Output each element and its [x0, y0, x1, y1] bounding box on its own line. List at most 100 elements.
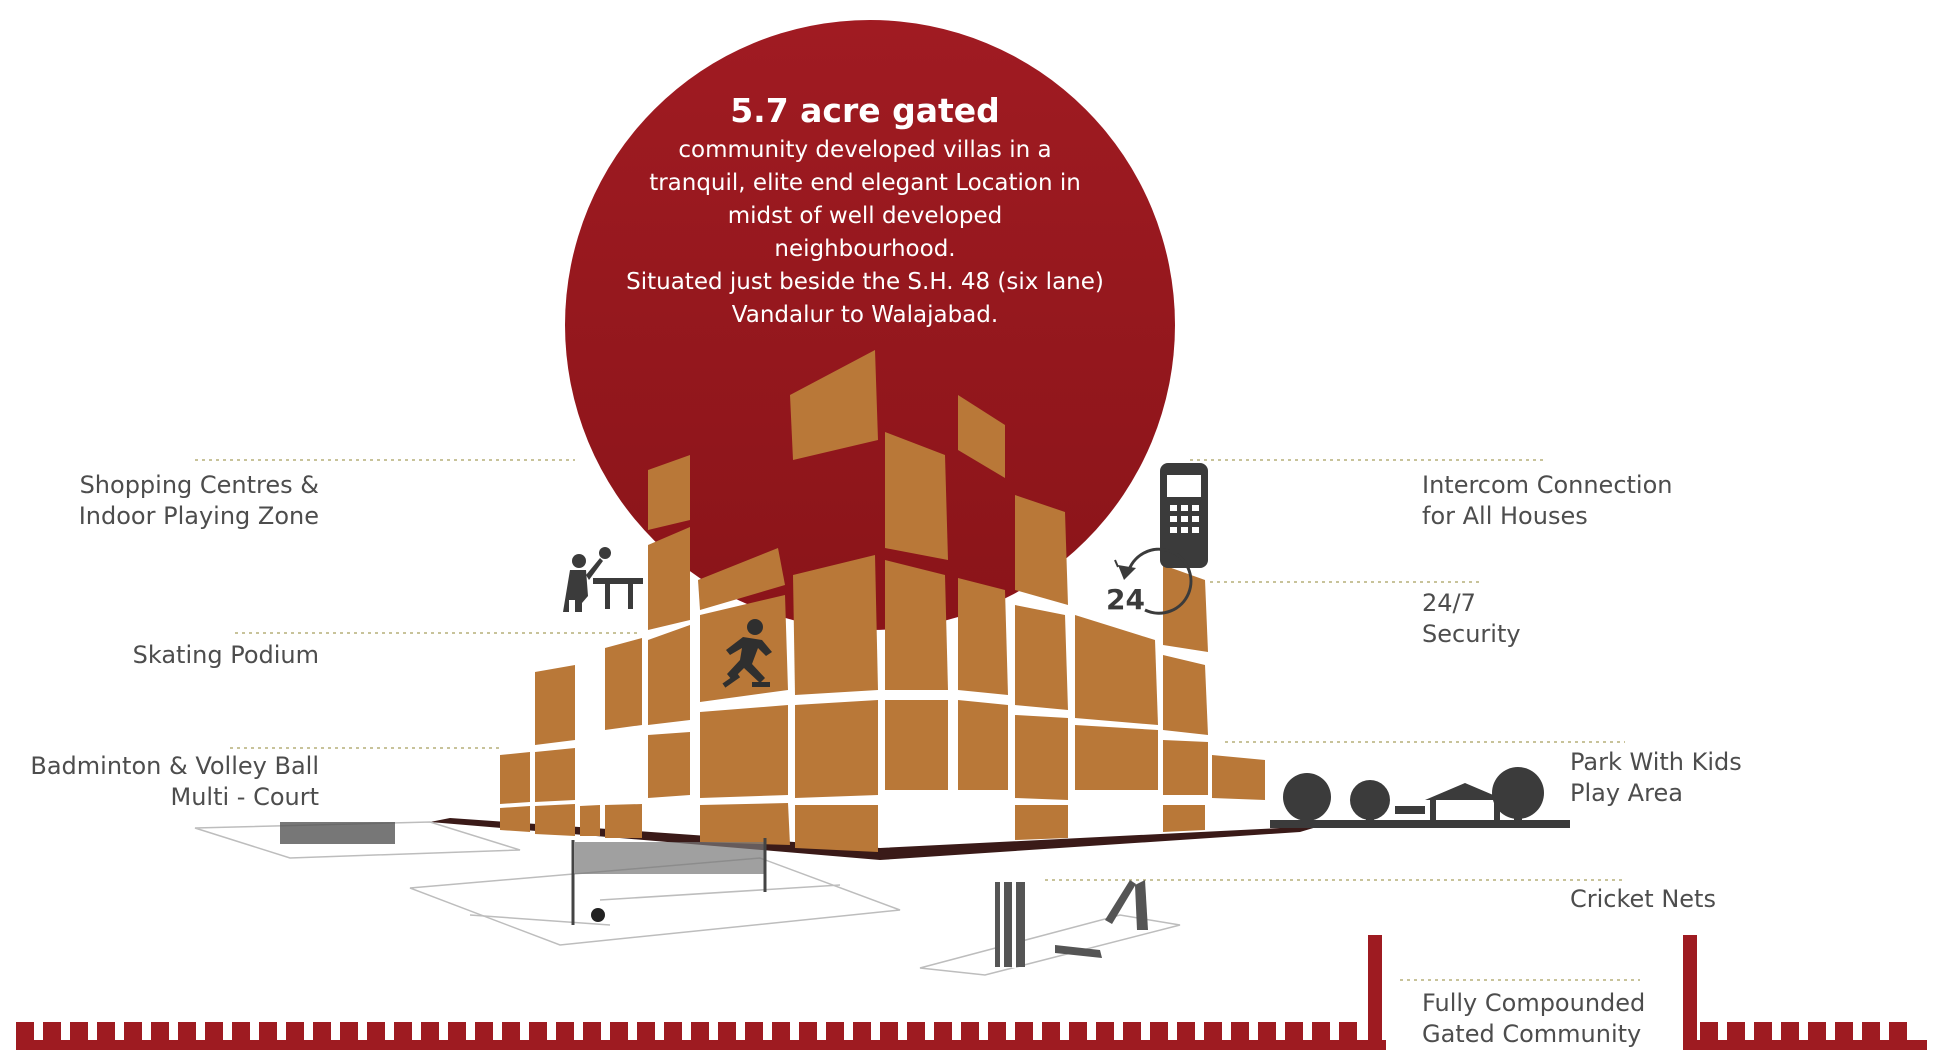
- wall-merlon: [1285, 1022, 1303, 1044]
- block: [1015, 805, 1068, 840]
- wall-merlon: [610, 1022, 628, 1044]
- skating-person-icon: [722, 619, 772, 688]
- block: [605, 804, 642, 838]
- wall-merlon: [1258, 1022, 1276, 1044]
- feature-line: Cricket Nets: [1570, 885, 1716, 913]
- wall-merlon: [1781, 1022, 1799, 1044]
- block: [1163, 805, 1205, 832]
- feature-line: Intercom Connection: [1422, 471, 1673, 499]
- leader-lines: [195, 459, 1640, 981]
- wall-merlon: [718, 1022, 736, 1044]
- block: [1075, 615, 1158, 725]
- feature-compound: Fully Compounded Gated Community: [1422, 988, 1645, 1050]
- block: [698, 548, 785, 610]
- feature-line: Shopping Centres &: [79, 471, 319, 499]
- wall-merlon: [178, 1022, 196, 1044]
- feature-line: Security: [1422, 620, 1521, 648]
- wall-merlon: [1231, 1022, 1249, 1044]
- wall-merlon: [583, 1022, 601, 1044]
- block: [500, 806, 530, 832]
- wall-merlon: [961, 1022, 979, 1044]
- feature-line: Park With Kids: [1570, 748, 1742, 776]
- feature-line: Multi - Court: [170, 783, 319, 811]
- wall-merlon: [286, 1022, 304, 1044]
- feature-line: Badminton & Volley Ball: [30, 752, 319, 780]
- block: [958, 578, 1008, 695]
- wall-merlon: [907, 1022, 925, 1044]
- block: [1015, 605, 1068, 710]
- feature-security: 24/7 Security: [1422, 588, 1521, 650]
- block: [1163, 740, 1208, 795]
- wall-merlon: [151, 1022, 169, 1044]
- block: [580, 805, 600, 836]
- wall-merlon: [1069, 1022, 1087, 1044]
- block: [700, 705, 788, 798]
- wall-merlon: [1808, 1022, 1826, 1044]
- block: [605, 638, 642, 730]
- block: [535, 665, 575, 745]
- clock-24-label: 24: [1106, 583, 1145, 616]
- headline-text: 5.7 acre gated community developed villa…: [590, 88, 1140, 332]
- wall-merlon: [394, 1022, 412, 1044]
- wall-merlon: [1015, 1022, 1033, 1044]
- wall-merlon: [637, 1022, 655, 1044]
- table-tennis-icon: [563, 547, 643, 612]
- block: [648, 527, 690, 630]
- block: [700, 803, 790, 845]
- cricket-illustration: [919, 880, 1181, 976]
- feature-line: Skating Podium: [132, 641, 319, 669]
- feature-shopping: Shopping Centres & Indoor Playing Zone: [79, 470, 319, 532]
- wall-merlon: [1835, 1022, 1853, 1044]
- feature-skating: Skating Podium: [133, 640, 319, 671]
- feature-badminton: Badminton & Volley Ball Multi - Court: [30, 751, 319, 813]
- wall-merlon: [1123, 1022, 1141, 1044]
- feature-line: Fully Compounded: [1422, 989, 1646, 1017]
- wall-merlon: [448, 1022, 466, 1044]
- wall-merlon: [1096, 1022, 1114, 1044]
- block: [958, 700, 1008, 790]
- wall-merlon: [1727, 1022, 1745, 1044]
- block: [1015, 495, 1068, 605]
- ball-icon: [591, 908, 605, 922]
- wall-merlon: [556, 1022, 574, 1044]
- block: [535, 748, 575, 802]
- headline-body: community developed villas in a tranquil…: [590, 134, 1140, 332]
- clock-24-icon: [1114, 547, 1193, 615]
- block: [648, 732, 690, 798]
- block: [885, 700, 948, 790]
- wall-merlon: [772, 1022, 790, 1044]
- wall-merlon: [988, 1022, 1006, 1044]
- feature-line: 24/7: [1422, 589, 1476, 617]
- headline-title: 5.7 acre gated: [730, 91, 1000, 130]
- block: [885, 432, 948, 560]
- wall-merlon: [1204, 1022, 1222, 1044]
- wall-merlon: [664, 1022, 682, 1044]
- wall-merlon: [124, 1022, 142, 1044]
- headline-line: midst of well developed: [727, 203, 1003, 229]
- feature-cricket: Cricket Nets: [1570, 884, 1716, 915]
- headline-line: neighbourhood.: [774, 236, 956, 262]
- wall-merlon: [745, 1022, 763, 1044]
- wall-merlon: [367, 1022, 385, 1044]
- feature-line: Gated Community: [1422, 1020, 1642, 1048]
- wall-merlon: [1177, 1022, 1195, 1044]
- wall-merlon: [1042, 1022, 1060, 1044]
- block: [1075, 725, 1158, 790]
- block: [648, 625, 690, 725]
- block: [795, 805, 878, 852]
- wall-merlon: [43, 1022, 61, 1044]
- building-blocks: [500, 350, 1265, 852]
- wall-merlon: [259, 1022, 277, 1044]
- wall-merlon: [853, 1022, 871, 1044]
- block: [885, 560, 948, 690]
- feature-park: Park With Kids Play Area: [1570, 747, 1742, 809]
- wall-merlon: [340, 1022, 358, 1044]
- block: [535, 804, 575, 836]
- park-illustration: [1270, 767, 1570, 828]
- intercom-phone-icon: [1160, 463, 1208, 568]
- wall-merlon: [421, 1022, 439, 1044]
- feature-intercom: Intercom Connection for All Houses: [1422, 470, 1673, 532]
- block: [500, 752, 530, 804]
- wall-merlon: [799, 1022, 817, 1044]
